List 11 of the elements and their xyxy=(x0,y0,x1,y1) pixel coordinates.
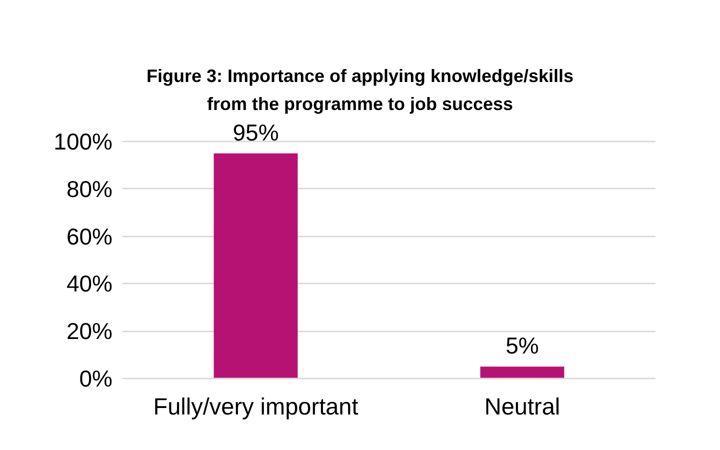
x-tick-label: Neutral xyxy=(484,394,560,420)
y-tick-label: 80% xyxy=(66,176,113,202)
data-label: 5% xyxy=(506,332,539,359)
y-tick-label: 20% xyxy=(66,318,113,344)
y-tick-label: 60% xyxy=(66,223,113,250)
data-label: 95% xyxy=(232,119,279,146)
y-tick-label: 40% xyxy=(66,270,113,297)
y-tick-label: 0% xyxy=(79,366,113,392)
chart-title: Figure 3: Importance of applying knowledge/skills from the programme to job success xyxy=(145,65,575,116)
x-tick-label: Fully/very important xyxy=(153,394,359,420)
y-tick-label: 100% xyxy=(54,128,113,154)
